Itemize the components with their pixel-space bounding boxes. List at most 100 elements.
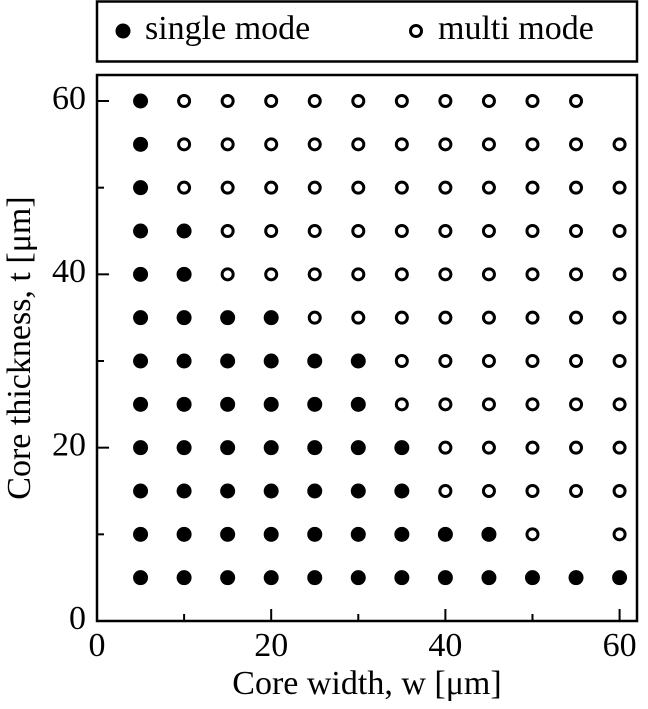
- x-axis-label: Core width, w [μm]: [232, 665, 501, 702]
- point: [220, 267, 235, 282]
- point: [481, 397, 496, 412]
- point: [437, 570, 453, 586]
- point: [264, 224, 279, 238]
- point: [133, 353, 149, 369]
- point: [220, 483, 236, 499]
- point: [307, 94, 322, 108]
- point: [351, 180, 366, 195]
- point: [438, 484, 453, 498]
- point: [351, 224, 366, 238]
- point: [220, 137, 235, 152]
- point: [481, 224, 496, 238]
- point: [133, 136, 149, 152]
- point: [612, 224, 627, 238]
- point: [569, 267, 584, 282]
- point: [176, 353, 192, 369]
- point: [438, 440, 453, 455]
- point: [569, 484, 584, 498]
- point: [394, 137, 409, 152]
- point: [351, 310, 366, 325]
- point: [264, 137, 279, 152]
- point: [524, 570, 540, 586]
- point: [612, 267, 627, 282]
- point: [177, 180, 192, 195]
- point: [263, 440, 279, 456]
- point: [176, 223, 192, 239]
- point: [481, 137, 496, 152]
- point: [264, 267, 279, 282]
- point: [525, 440, 540, 455]
- point: [612, 440, 627, 455]
- point: [481, 440, 496, 455]
- point: [438, 310, 453, 325]
- point: [438, 137, 453, 152]
- point: [394, 94, 409, 108]
- y-tick-label: 60: [52, 80, 86, 117]
- point: [525, 180, 540, 195]
- point: [177, 94, 192, 108]
- y-tick-label: 20: [52, 426, 86, 463]
- point: [481, 267, 496, 282]
- point: [307, 137, 322, 152]
- point: [612, 397, 627, 412]
- point: [351, 137, 366, 152]
- point: [569, 137, 584, 152]
- point: [307, 180, 322, 195]
- point: [525, 527, 540, 542]
- point: [481, 570, 497, 586]
- point: [307, 570, 323, 586]
- point: [307, 310, 322, 325]
- point: [307, 396, 323, 412]
- point: [438, 180, 453, 195]
- x-tick-label: 20: [254, 627, 288, 664]
- point: [263, 353, 279, 369]
- point: [481, 354, 496, 368]
- point: [133, 266, 149, 282]
- point: [438, 354, 453, 368]
- point: [612, 484, 627, 498]
- point: [612, 310, 627, 325]
- point: [568, 570, 584, 586]
- point: [176, 310, 192, 326]
- point: [394, 483, 410, 499]
- point: [437, 526, 453, 542]
- point: [481, 526, 497, 542]
- y-tick-label: 40: [52, 253, 86, 290]
- point: [220, 94, 235, 108]
- point: [177, 137, 192, 152]
- point: [220, 353, 236, 369]
- point: [612, 570, 628, 586]
- point: [176, 526, 192, 542]
- point: [394, 354, 409, 368]
- point: [176, 440, 192, 456]
- point: [133, 223, 149, 239]
- point: [569, 94, 584, 108]
- point: [176, 396, 192, 412]
- point: [263, 526, 279, 542]
- point: [612, 180, 627, 195]
- point: [350, 353, 366, 369]
- point: [133, 310, 149, 326]
- point: [525, 267, 540, 282]
- point: [176, 266, 192, 282]
- point: [525, 94, 540, 108]
- point: [263, 570, 279, 586]
- point: [569, 397, 584, 412]
- point: [220, 396, 236, 412]
- point: [569, 310, 584, 325]
- legend-marker: [115, 23, 131, 39]
- point: [394, 310, 409, 325]
- point: [176, 483, 192, 499]
- point: [525, 484, 540, 498]
- point: [133, 396, 149, 412]
- legend-label: multi mode: [438, 10, 594, 47]
- legend-box: [95, 0, 639, 63]
- point: [394, 224, 409, 238]
- point: [307, 224, 322, 238]
- y-tick-label: 0: [69, 600, 86, 637]
- point: [263, 483, 279, 499]
- point: [350, 483, 366, 499]
- point: [394, 267, 409, 282]
- point: [394, 526, 410, 542]
